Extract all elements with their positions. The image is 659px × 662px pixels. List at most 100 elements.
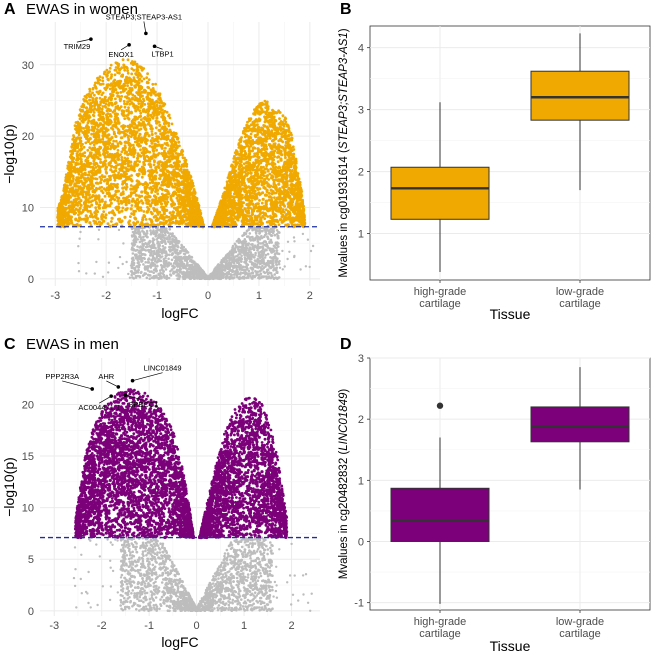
significant-point bbox=[145, 76, 148, 79]
significant-point bbox=[158, 177, 161, 180]
significant-point bbox=[110, 145, 113, 148]
significant-point bbox=[162, 218, 165, 221]
significant-point bbox=[103, 72, 106, 75]
significant-point bbox=[121, 75, 124, 78]
significant-point bbox=[153, 159, 156, 162]
significant-point bbox=[142, 147, 145, 150]
significant-point bbox=[278, 117, 281, 120]
significant-point bbox=[154, 132, 157, 135]
significant-point bbox=[278, 223, 281, 226]
significant-point bbox=[140, 80, 143, 83]
significant-point bbox=[134, 98, 137, 101]
significant-point bbox=[98, 207, 101, 210]
significant-point bbox=[131, 200, 134, 203]
significant-point bbox=[106, 85, 109, 88]
significant-point bbox=[155, 126, 158, 129]
significant-point bbox=[122, 131, 125, 134]
significant-point bbox=[114, 73, 117, 76]
significant-point bbox=[285, 129, 288, 132]
significant-point bbox=[92, 87, 95, 90]
significant-point bbox=[279, 172, 282, 175]
significant-point bbox=[279, 157, 282, 160]
significant-point bbox=[117, 171, 120, 174]
significant-point bbox=[152, 223, 155, 226]
significant-point bbox=[148, 78, 151, 81]
significant-point bbox=[164, 147, 167, 150]
significant-point bbox=[178, 202, 181, 205]
significant-point bbox=[99, 79, 102, 82]
significant-point bbox=[175, 179, 178, 182]
significant-point bbox=[131, 204, 134, 207]
significant-point bbox=[171, 153, 174, 156]
significant-point bbox=[134, 210, 137, 213]
significant-point bbox=[144, 128, 147, 131]
significant-point bbox=[133, 76, 136, 79]
significant-point bbox=[146, 192, 149, 195]
significant-point bbox=[189, 183, 192, 186]
significant-point bbox=[153, 92, 156, 95]
significant-point bbox=[79, 113, 82, 116]
significant-point bbox=[250, 217, 253, 220]
significant-point bbox=[105, 172, 108, 175]
significant-point bbox=[155, 171, 158, 174]
significant-point bbox=[139, 66, 142, 69]
significant-point bbox=[89, 108, 92, 111]
significant-point bbox=[276, 131, 279, 134]
significant-point bbox=[109, 84, 112, 87]
significant-point bbox=[76, 154, 79, 157]
significant-point bbox=[126, 186, 129, 189]
significant-point bbox=[106, 99, 109, 102]
significant-point bbox=[89, 215, 92, 218]
significant-point bbox=[91, 126, 94, 129]
significant-point bbox=[71, 152, 74, 155]
significant-point bbox=[154, 83, 157, 86]
significant-point bbox=[142, 150, 145, 153]
significant-point bbox=[181, 154, 184, 157]
significant-point bbox=[183, 157, 186, 160]
significant-point bbox=[286, 123, 289, 126]
significant-point bbox=[151, 83, 154, 86]
significant-point bbox=[153, 109, 156, 112]
significant-point bbox=[128, 87, 131, 90]
significant-point bbox=[119, 91, 122, 94]
significant-point bbox=[81, 109, 84, 112]
significant-point bbox=[247, 206, 250, 209]
significant-point bbox=[153, 146, 156, 149]
significant-point bbox=[98, 204, 101, 207]
significant-point bbox=[101, 80, 104, 83]
significant-point bbox=[261, 133, 264, 136]
significant-point bbox=[114, 179, 117, 182]
significant-point bbox=[156, 110, 159, 113]
significant-point bbox=[66, 200, 69, 203]
significant-point bbox=[157, 165, 160, 168]
significant-point bbox=[114, 113, 117, 116]
significant-point bbox=[261, 108, 264, 111]
significant-point bbox=[94, 98, 97, 101]
significant-point bbox=[169, 218, 172, 221]
significant-point bbox=[110, 77, 113, 80]
significant-point bbox=[164, 194, 167, 197]
significant-point bbox=[238, 142, 241, 145]
significant-point bbox=[247, 125, 250, 128]
significant-point bbox=[130, 73, 133, 76]
significant-point bbox=[146, 81, 149, 84]
significant-point bbox=[99, 97, 102, 100]
significant-point bbox=[168, 129, 171, 132]
significant-point bbox=[290, 183, 293, 186]
significant-point bbox=[123, 100, 126, 103]
significant-point bbox=[256, 106, 259, 109]
significant-point bbox=[129, 132, 132, 135]
significant-point bbox=[117, 121, 120, 124]
significant-point bbox=[121, 136, 124, 139]
significant-point bbox=[111, 103, 114, 106]
significant-point bbox=[270, 223, 273, 226]
significant-point bbox=[142, 162, 145, 165]
significant-point bbox=[175, 135, 178, 138]
significant-point bbox=[90, 133, 93, 136]
significant-point bbox=[252, 129, 255, 132]
significant-point bbox=[257, 150, 260, 153]
significant-point bbox=[254, 203, 257, 206]
significant-point bbox=[76, 189, 79, 192]
significant-point bbox=[256, 110, 259, 113]
significant-point bbox=[282, 124, 285, 127]
